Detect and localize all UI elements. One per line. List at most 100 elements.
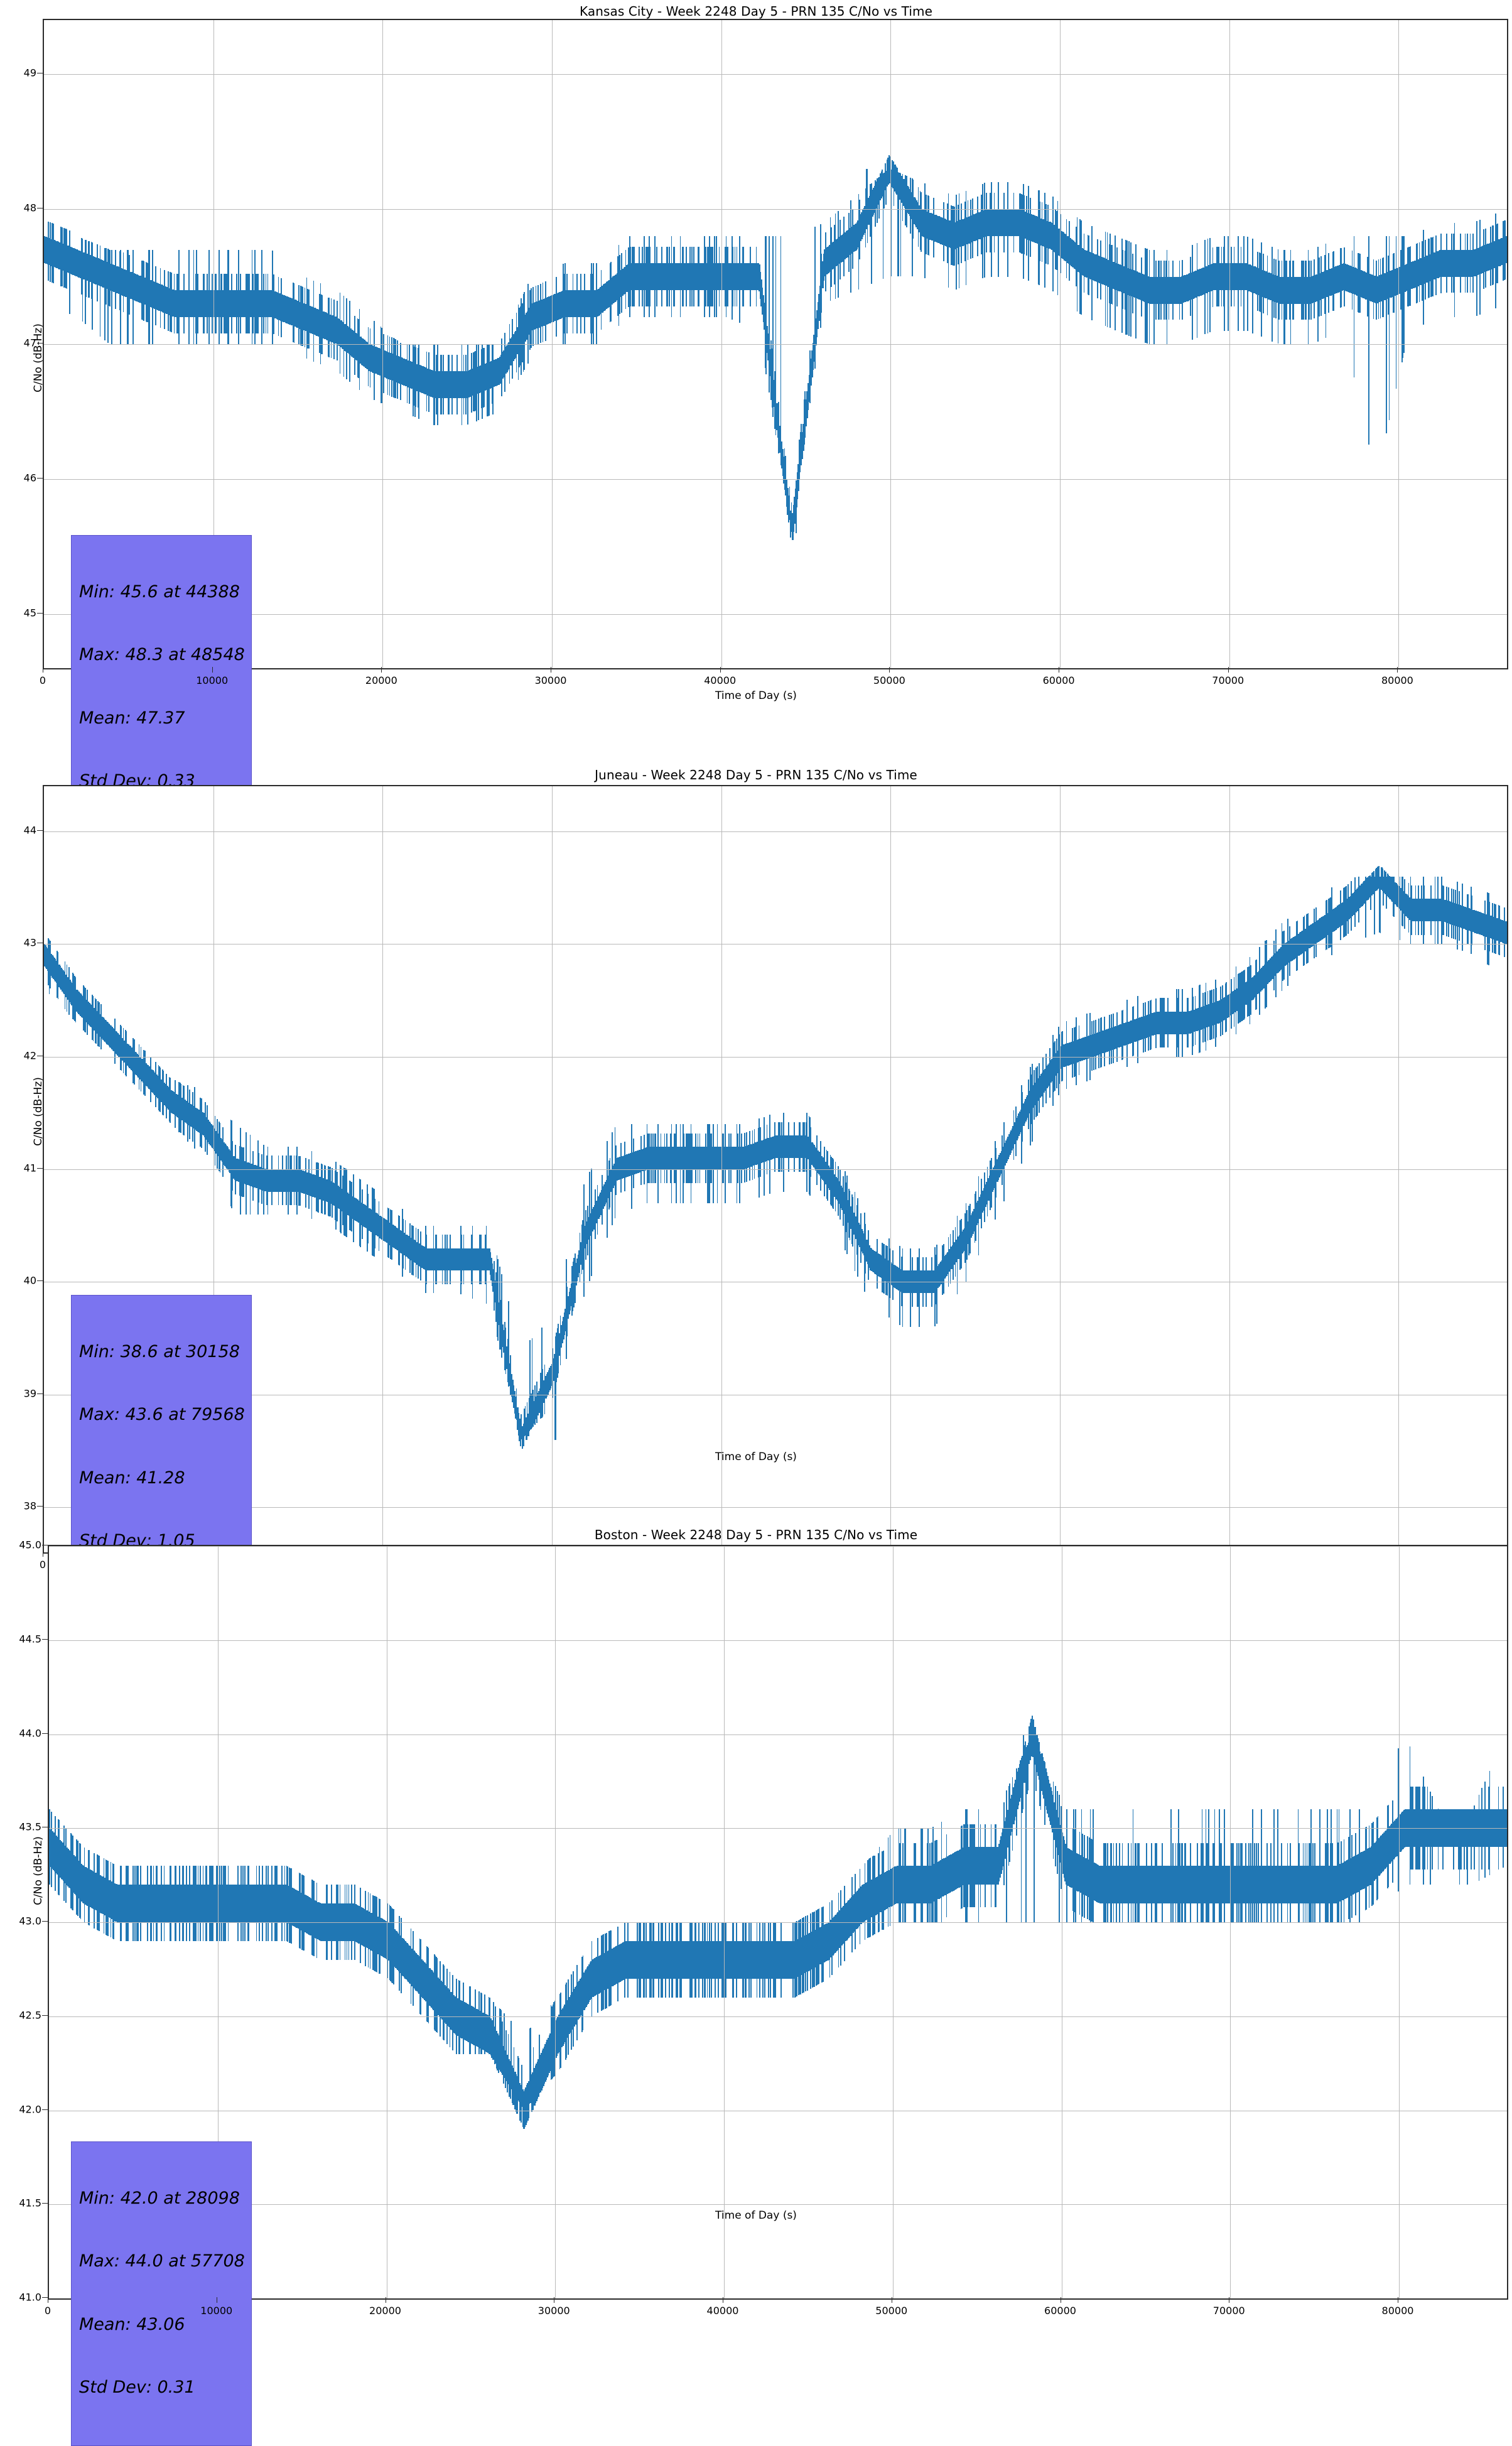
series-sample <box>650 263 652 290</box>
series-sample <box>1480 246 1482 274</box>
series-sample <box>779 426 781 453</box>
series-sample <box>1168 260 1170 320</box>
series-sample <box>1385 236 1387 434</box>
y-tick-mark <box>37 1280 43 1282</box>
series-sample <box>1072 241 1074 268</box>
series-sample <box>1429 254 1432 281</box>
series-sample <box>46 946 48 970</box>
series-sample <box>993 193 995 252</box>
series-sample <box>121 268 123 295</box>
series-sample <box>1399 266 1401 294</box>
series-sample <box>306 278 308 359</box>
x-tick-mark <box>381 667 382 673</box>
series-sample <box>510 338 512 366</box>
series-sample <box>1189 273 1191 301</box>
series-sample <box>846 230 848 258</box>
gridline-vertical <box>382 786 384 1552</box>
series-sample <box>371 345 374 372</box>
x-tick-label: 70000 <box>1212 2305 1245 2317</box>
series-sample <box>94 1008 95 1031</box>
series-sample <box>658 263 660 290</box>
series-sample <box>219 1123 221 1173</box>
series-sample <box>707 247 708 306</box>
series-sample <box>813 334 815 362</box>
series-sample <box>383 333 385 394</box>
series-sample <box>753 263 755 290</box>
series-sample <box>256 1166 258 1189</box>
series-sample <box>113 264 115 292</box>
series-sample <box>1462 249 1465 277</box>
series-sample <box>794 496 796 524</box>
series-sample <box>554 293 557 321</box>
series-sample <box>1504 220 1506 280</box>
series-sample <box>1037 190 1039 285</box>
series-sample <box>698 247 699 306</box>
series-sample <box>602 285 603 313</box>
series-sample <box>227 249 229 344</box>
series-sample <box>105 248 107 305</box>
series-sample <box>600 287 602 315</box>
series-sample <box>1104 231 1106 327</box>
series-sample <box>48 938 49 986</box>
series-sample <box>180 290 182 317</box>
series-sample <box>519 308 521 367</box>
series-sample <box>283 1169 284 1192</box>
y-tick-mark <box>42 2015 48 2016</box>
series-sample <box>341 321 343 349</box>
series-sample <box>492 344 494 414</box>
series-sample <box>244 290 246 317</box>
series-max-marker <box>1022 1734 1025 1772</box>
series-sample <box>332 315 335 343</box>
series-sample <box>138 1054 139 1078</box>
series-sample <box>164 269 165 330</box>
series-sample <box>1414 261 1416 288</box>
series-sample <box>900 173 902 277</box>
series-sample <box>977 197 978 256</box>
series-sample <box>140 1046 142 1092</box>
series-sample <box>533 302 535 330</box>
series-sample <box>153 1071 155 1094</box>
series-sample <box>171 1091 173 1113</box>
series-sample <box>509 324 510 384</box>
series-sample <box>1092 253 1094 281</box>
series-sample <box>312 306 314 334</box>
series-sample <box>264 290 266 317</box>
series-sample <box>1111 245 1113 305</box>
series-sample <box>1162 276 1164 304</box>
series-sample <box>1305 260 1307 320</box>
series-sample <box>778 402 780 453</box>
series-sample <box>546 297 548 325</box>
series-sample <box>462 371 464 398</box>
series-sample <box>327 1166 329 1216</box>
series-sample <box>198 290 201 317</box>
series-sample <box>138 274 139 302</box>
series-sample <box>693 247 694 306</box>
series-sample <box>815 318 817 345</box>
series-sample <box>614 274 616 302</box>
series-sample <box>325 313 328 340</box>
series-sample <box>378 348 381 376</box>
series-sample <box>801 423 802 465</box>
series-sample <box>142 261 144 320</box>
series-sample <box>821 253 823 313</box>
series-sample <box>145 1063 147 1086</box>
series-sample <box>1002 209 1003 236</box>
series-sample <box>547 296 549 324</box>
series-sample <box>222 1127 224 1177</box>
series-sample <box>191 290 193 317</box>
series-sample <box>1211 264 1213 291</box>
series-sample <box>931 213 933 241</box>
series-sample <box>334 316 337 344</box>
series-sample <box>277 292 279 320</box>
series-sample <box>1317 247 1319 342</box>
series-sample <box>210 290 212 317</box>
series-sample <box>958 193 960 288</box>
series-sample <box>114 265 116 293</box>
series-sample <box>1472 233 1474 293</box>
series-sample <box>1457 249 1459 277</box>
series-sample <box>1034 215 1037 243</box>
series-sample <box>1224 236 1225 331</box>
gridline-vertical <box>721 786 722 1552</box>
series-sample <box>731 236 733 320</box>
series-sample <box>1325 243 1327 338</box>
